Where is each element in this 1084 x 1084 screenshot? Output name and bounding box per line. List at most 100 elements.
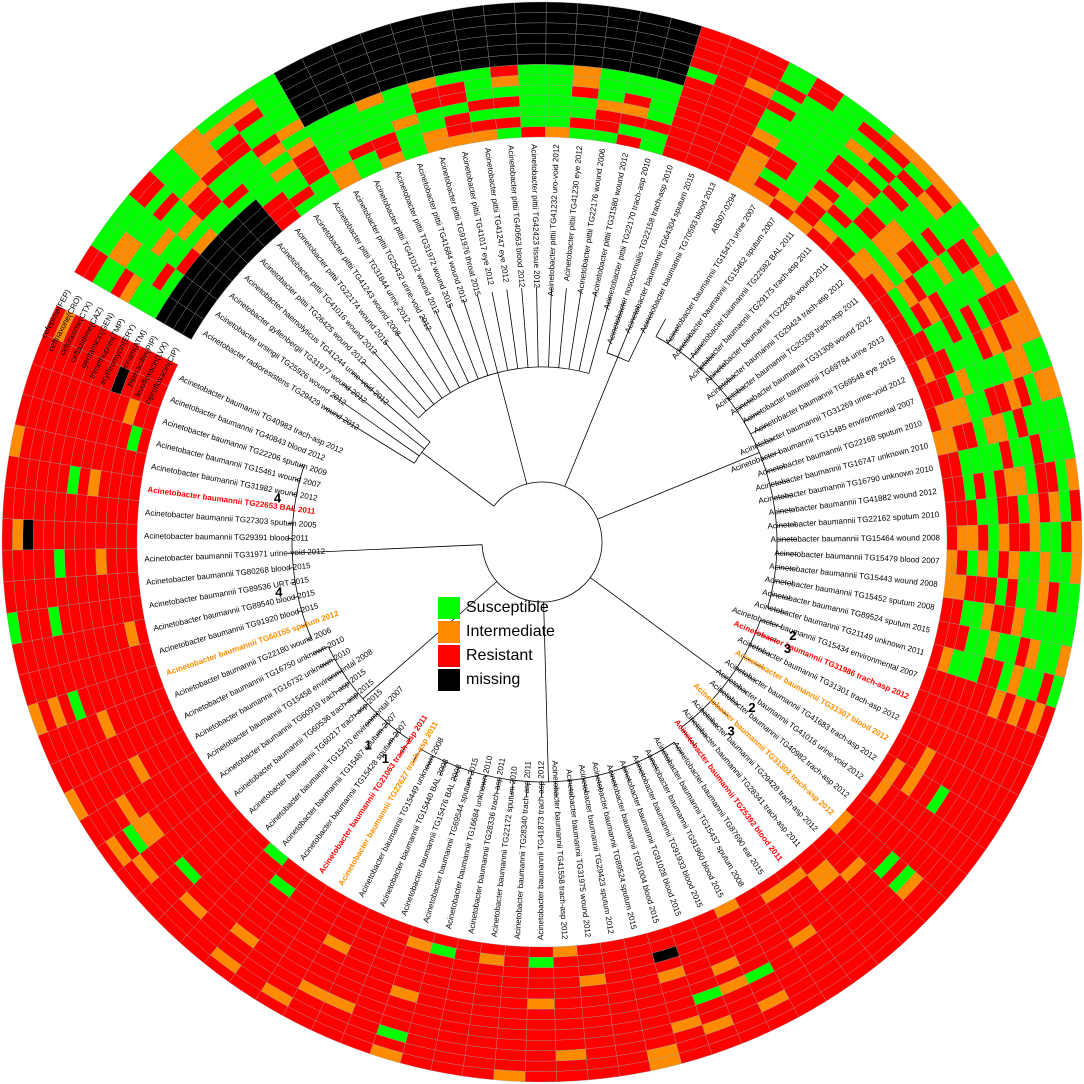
taxon-label: Acinetobacter pittii TG42423 tissue 2012 — [529, 144, 541, 289]
tree-branch — [506, 289, 519, 369]
tree-branch — [439, 761, 447, 776]
heatmap-cell — [1049, 551, 1062, 583]
heatmap-cell — [494, 106, 521, 119]
heatmap-cell — [966, 550, 979, 577]
tree-branch — [400, 739, 411, 755]
tree-branch — [526, 781, 528, 797]
legend-label: Intermediate — [466, 623, 555, 640]
tree-branch — [396, 332, 443, 399]
heatmap-cell — [516, 32, 547, 45]
heatmap-cell — [497, 1017, 528, 1031]
taxon-label: Acinetobacter baumannii TG15479 blood 20… — [774, 549, 940, 566]
heatmap-cell — [528, 946, 554, 958]
taxon-label: Acinetobacter baumannii TG15464 wound 20… — [771, 533, 941, 544]
heatmap-cell — [527, 998, 555, 1010]
tree-branch — [743, 411, 762, 423]
tree-branch — [298, 464, 304, 467]
heatmap-cell — [116, 548, 128, 574]
tree-branch — [425, 755, 434, 770]
heatmap-cell — [519, 95, 546, 107]
heatmap-cell — [500, 986, 529, 999]
legend-swatch-intermediate — [438, 621, 460, 643]
heatmap-cell — [527, 988, 555, 1000]
tree-branch — [296, 610, 302, 613]
tree-branch — [610, 771, 616, 787]
tree-branch — [467, 771, 473, 787]
tree-branch — [312, 646, 329, 655]
tree-branch — [421, 451, 495, 507]
tree-branch — [655, 318, 666, 337]
tree-branch — [743, 656, 764, 669]
tree-branch — [569, 780, 572, 796]
heatmap-cell — [43, 305, 67, 339]
tree-branch — [720, 690, 739, 706]
heatmap-cell — [945, 549, 958, 575]
tree-branch — [689, 343, 704, 360]
heatmap-cell — [33, 549, 46, 580]
heatmap-cell — [496, 126, 522, 140]
heatmap-cell — [502, 965, 529, 979]
heatmap-cell — [986, 497, 999, 525]
taxon-label: Acinetobacter baumannii TG31971 urine-vo… — [144, 547, 326, 564]
tree-branch — [773, 580, 794, 585]
heatmap-cell — [126, 523, 138, 549]
heatmap-cell — [528, 956, 554, 968]
tree-branch — [776, 553, 797, 555]
heatmap-cell — [997, 550, 1010, 579]
heatmap-cell — [527, 977, 555, 989]
tree-branch — [606, 352, 629, 363]
tree-branch — [291, 466, 312, 639]
tree-branch — [301, 624, 307, 627]
tree-branch — [335, 682, 351, 693]
heatmap-cell — [514, 12, 547, 24]
heatmap-cell — [64, 493, 78, 522]
heatmap-cell — [12, 518, 24, 551]
heatmap-cell — [22, 549, 35, 581]
legend-label: missing — [466, 671, 521, 688]
tree-branch — [324, 407, 415, 464]
heatmap-cell — [105, 522, 117, 549]
heatmap-cell — [525, 1050, 557, 1062]
heatmap-cell — [84, 548, 97, 576]
heatmap-cell — [1058, 490, 1072, 523]
heatmap-cell — [545, 84, 573, 97]
heatmap-cell — [967, 524, 979, 551]
heatmap-cell — [496, 1027, 527, 1041]
heatmap-cell — [1007, 551, 1020, 580]
tree-branch — [327, 646, 411, 741]
tree-branch — [775, 509, 796, 513]
tree-branch — [760, 619, 783, 628]
tree-branch — [728, 386, 745, 400]
heatmap-cell — [553, 986, 582, 999]
heatmap-cell — [955, 500, 968, 527]
heatmap-cell — [545, 126, 570, 139]
legend-item-susceptible: Susceptible — [438, 596, 555, 620]
tree-branch — [291, 493, 297, 496]
heatmap-cell — [126, 547, 139, 573]
tree-branch — [412, 748, 422, 763]
tree-branch — [341, 383, 425, 450]
heatmap-cell — [545, 74, 574, 87]
heatmap-cell — [1028, 551, 1041, 582]
heatmap-cell — [545, 95, 572, 107]
heatmap-cell — [503, 955, 530, 968]
tree-branch — [680, 727, 696, 747]
heatmap-cell — [74, 494, 88, 523]
heatmap-cell — [1027, 493, 1041, 524]
heatmap-cell — [519, 105, 546, 117]
tree-branch — [772, 494, 793, 500]
heatmap-cell — [504, 945, 530, 958]
tree-branch — [462, 299, 489, 376]
legend-item-intermediate: Intermediate — [438, 620, 555, 644]
tree-branch — [361, 361, 419, 419]
heatmap-cell — [1018, 551, 1031, 581]
heatmap-cell — [1039, 522, 1052, 553]
tree-branch — [491, 291, 509, 371]
heatmap-cell — [43, 549, 56, 579]
heatmap-cell — [1019, 522, 1031, 552]
heatmap-cell — [520, 126, 546, 138]
tree-branch — [766, 465, 786, 473]
tree-branch — [755, 632, 777, 642]
